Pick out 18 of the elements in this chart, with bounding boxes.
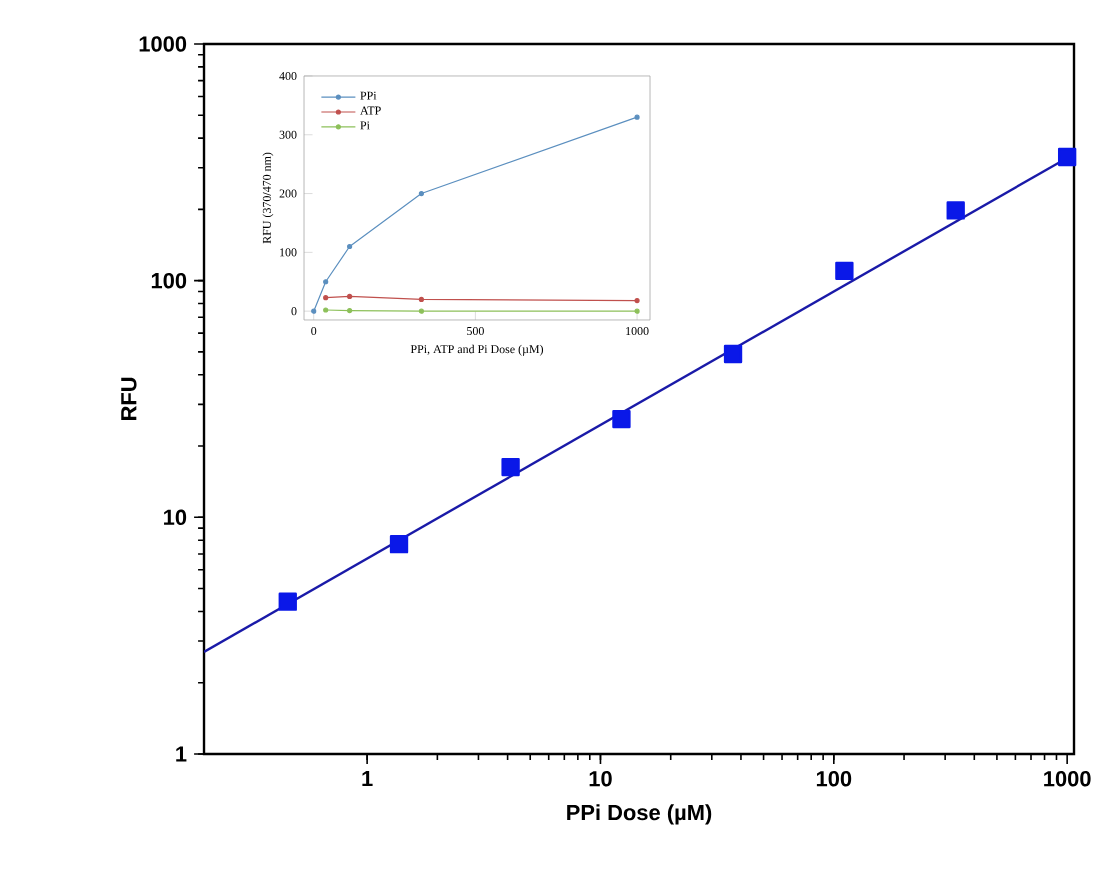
point [612,409,631,429]
point [723,344,743,364]
point [1057,147,1077,167]
x-tick-label: 1000 [1044,770,1091,787]
x-tick-label: 10 [589,770,612,787]
x-tick-label: 1 [362,770,373,787]
y-axis-title: RFU [121,377,137,421]
point [278,592,297,611]
x-tick-label: 100 [816,770,852,787]
y-tick-label: 100 [151,272,187,289]
point [946,201,965,220]
x-axis-title: PPi Dose (µM) [567,804,712,825]
y-tick-label: 1 [176,746,187,762]
y-tick-label: 10 [164,509,187,526]
point [501,457,520,477]
point [389,535,409,554]
y-tick-label: 1000 [139,36,187,52]
point [835,261,854,281]
